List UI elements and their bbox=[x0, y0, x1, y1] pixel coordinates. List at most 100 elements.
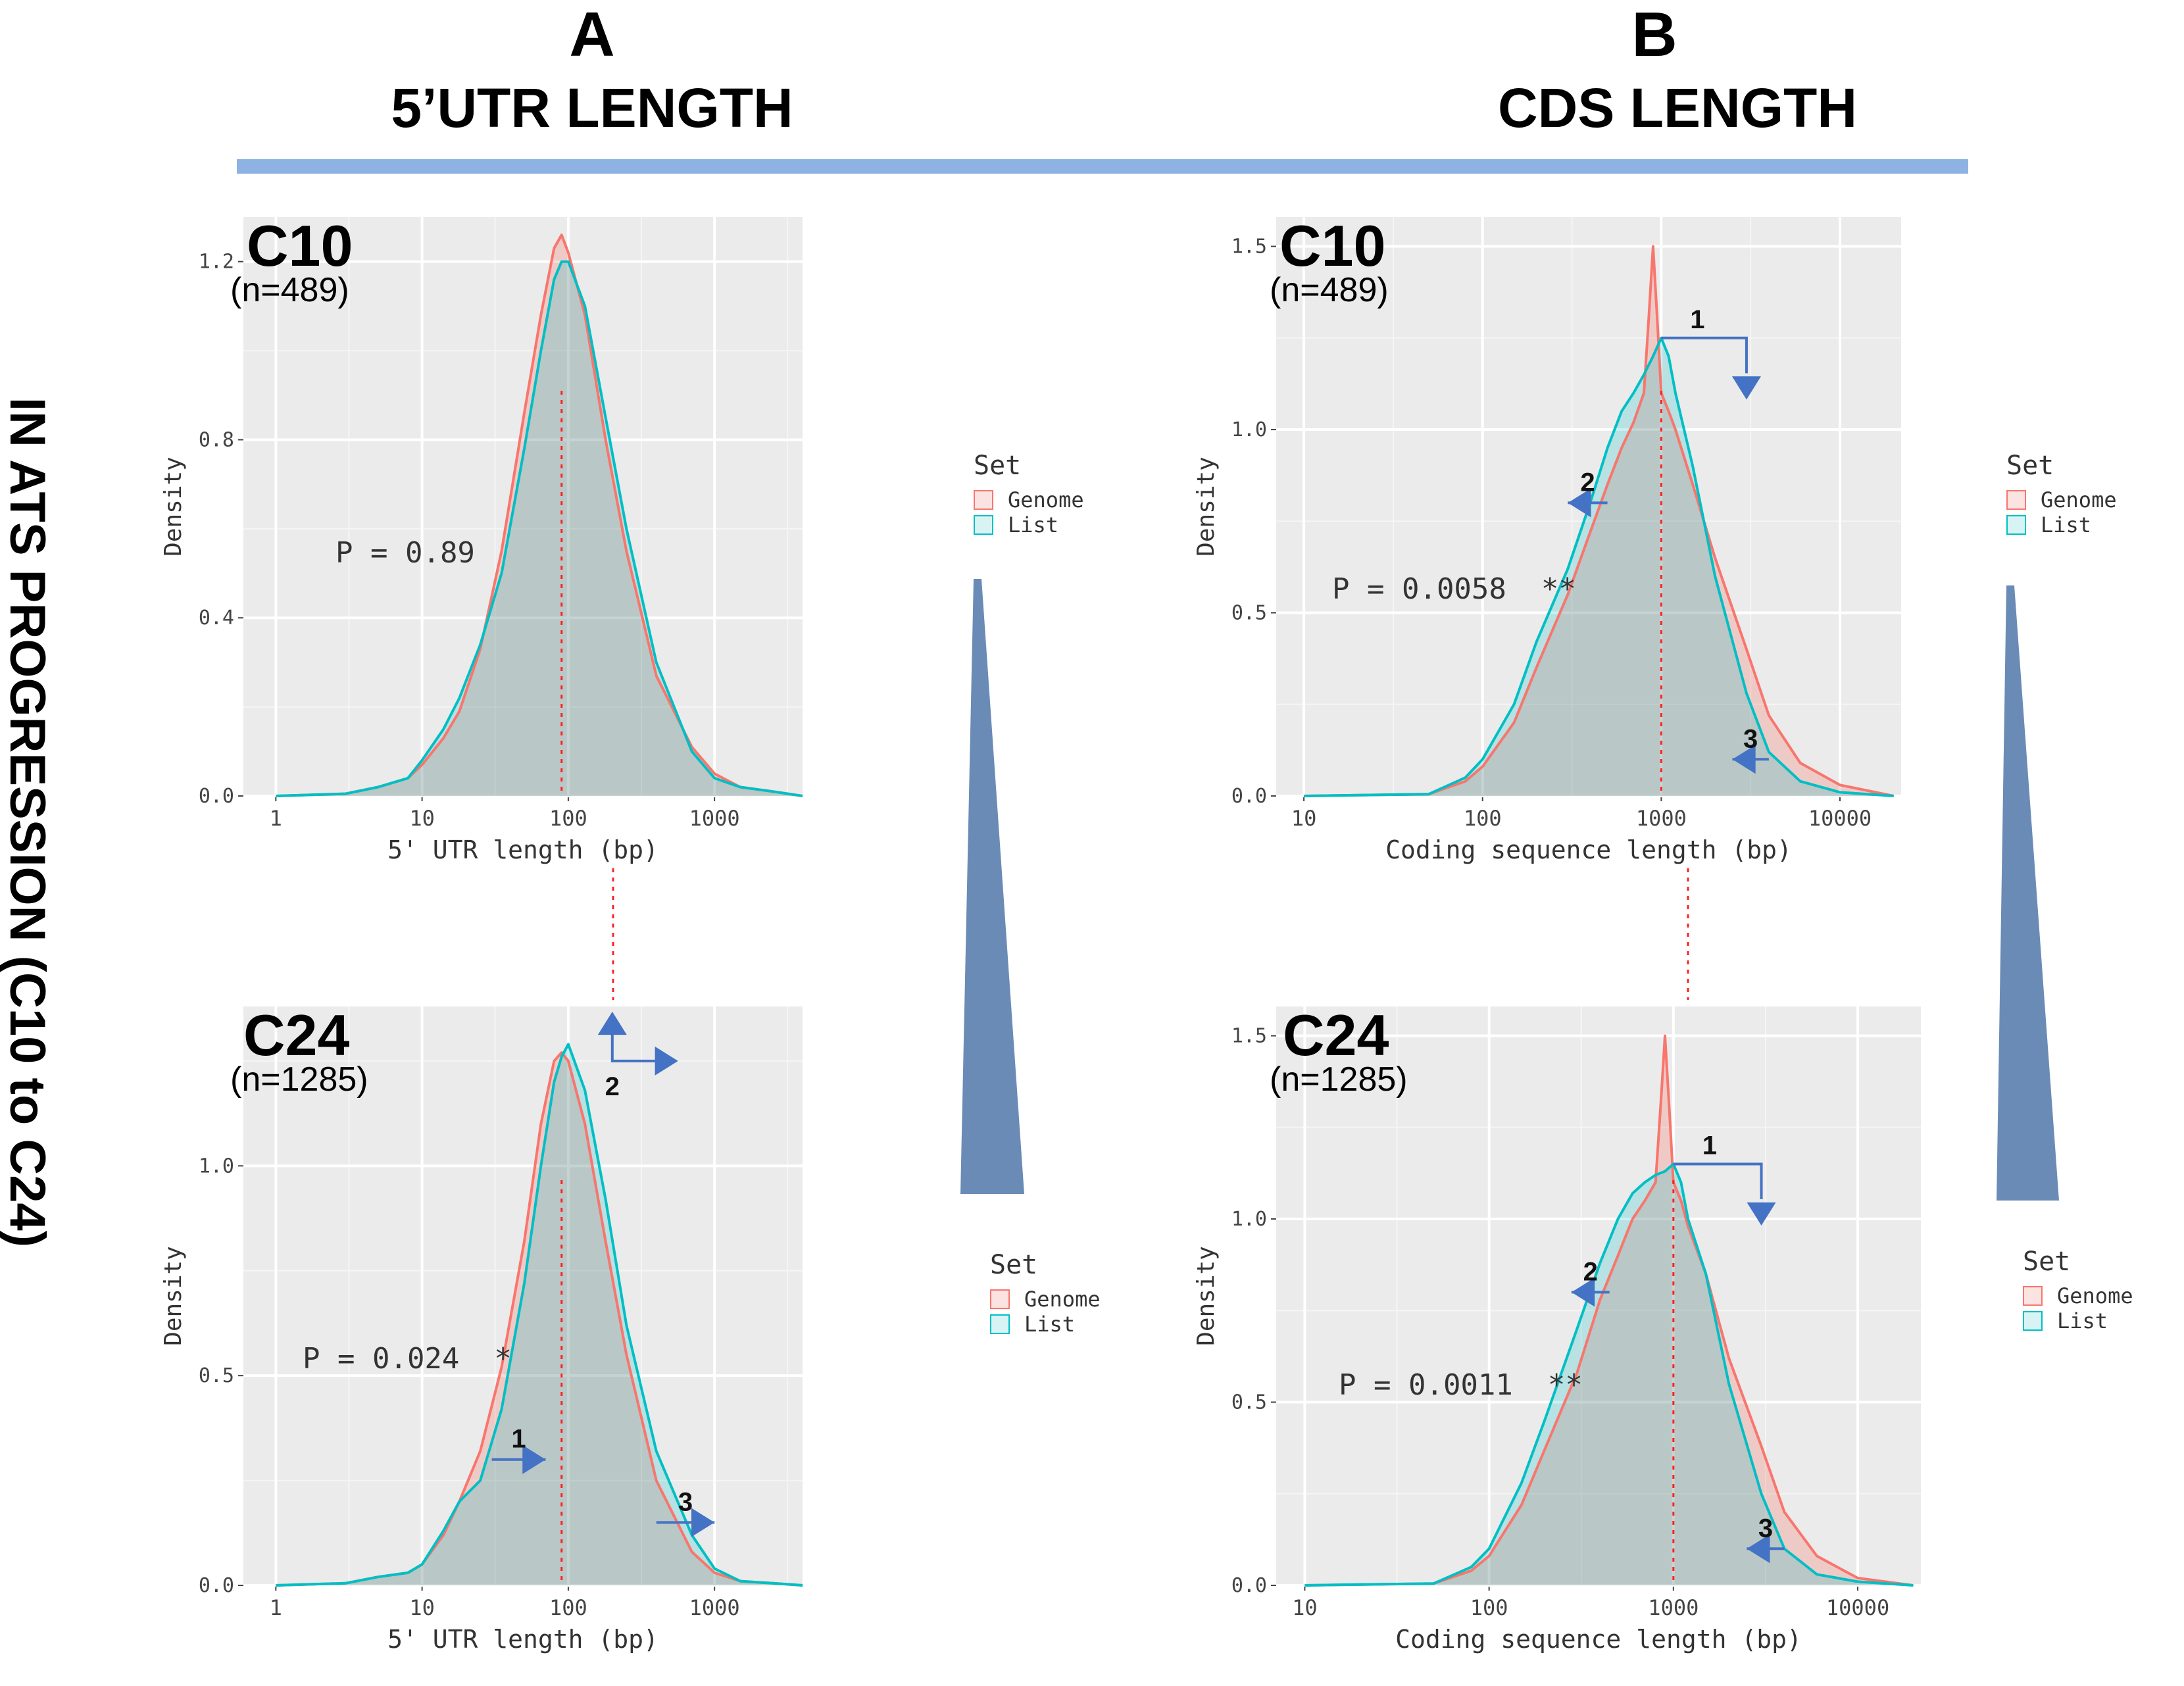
x-tick-label: 100 bbox=[1464, 806, 1502, 831]
legend-item-genome: Genome bbox=[974, 487, 1084, 512]
legend-key-genome bbox=[2023, 1286, 2043, 1306]
y-tick-label: 1.0 bbox=[199, 1154, 234, 1178]
legend-key-list bbox=[2023, 1311, 2043, 1331]
legend-item-genome: Genome bbox=[990, 1287, 1101, 1312]
vertical-axis-title: IN ATS PROGRESSION (C10 to C24) bbox=[0, 397, 55, 1248]
density-line-list bbox=[276, 1043, 803, 1587]
arrow-shaft bbox=[1661, 336, 1748, 374]
legend: Set Genome List bbox=[974, 451, 1084, 537]
density-area-genome bbox=[276, 1053, 803, 1585]
arrow-label: 2 bbox=[1583, 1257, 1598, 1286]
x-axis-label: 5' UTR length (bp) bbox=[387, 1625, 658, 1654]
arrow-head bbox=[1731, 376, 1761, 400]
legend-item-genome: Genome bbox=[2006, 487, 2117, 512]
x-tick-label: 1000 bbox=[1648, 1595, 1699, 1620]
arrow-head bbox=[1732, 745, 1756, 774]
x-tick-label: 10000 bbox=[1826, 1595, 1889, 1620]
arrow-head bbox=[1571, 1277, 1595, 1307]
y-tick-label: 0.5 bbox=[199, 1364, 234, 1387]
y-tick-label: 1.0 bbox=[1231, 1208, 1267, 1231]
legend-label-genome: Genome bbox=[2041, 487, 2117, 512]
arrow-head bbox=[1747, 1202, 1776, 1226]
x-tick-label: 10 bbox=[1292, 1595, 1318, 1620]
x-tick-label: 100 bbox=[549, 806, 587, 831]
x-tick-label: 1000 bbox=[689, 1595, 740, 1620]
header-divider bbox=[237, 159, 1968, 174]
plot-background bbox=[243, 217, 803, 796]
density-area-list bbox=[276, 1044, 803, 1585]
legend-item-list: List bbox=[2006, 512, 2117, 537]
density-area-list bbox=[276, 261, 803, 796]
legend-label-list: List bbox=[1008, 512, 1059, 537]
density-line-genome bbox=[1304, 245, 1895, 797]
legend-item-list: List bbox=[974, 512, 1084, 537]
density-area-list bbox=[1304, 1164, 1914, 1585]
arrow-label: 1 bbox=[1702, 1131, 1717, 1160]
y-tick-label: 0.8 bbox=[199, 428, 234, 451]
legend-key-genome bbox=[974, 490, 993, 510]
header-letter-a: A bbox=[569, 0, 615, 70]
panel-utr-c24: 1 10 100 1000 0.0 0.5 1.0 5' UTR length (bp) Den… bbox=[145, 993, 1101, 1671]
arrow-head bbox=[522, 1445, 546, 1474]
density-area-genome bbox=[276, 235, 803, 797]
p-value-annotation: P = 0.024 * bbox=[303, 1342, 512, 1376]
legend-item-genome: Genome bbox=[2023, 1283, 2133, 1308]
density-line-genome bbox=[1304, 1034, 1914, 1587]
panel-utr-c10: 1 10 100 1000 0.0 0.4 0.8 1.2 5' UTR length (bp)… bbox=[145, 204, 1084, 868]
legend-label-list: List bbox=[2041, 512, 2092, 537]
y-tick-label: 0.0 bbox=[199, 785, 234, 808]
legend-label-genome: Genome bbox=[1024, 1287, 1101, 1312]
x-tick-label: 1000 bbox=[1636, 806, 1687, 831]
legend-title: Set bbox=[990, 1250, 1038, 1280]
arrow-shaft bbox=[1673, 1162, 1763, 1200]
y-tick-label: 0.5 bbox=[1231, 602, 1267, 625]
legend: Set Genome List bbox=[2023, 1247, 2133, 1333]
arrow-head bbox=[1747, 1534, 1770, 1564]
x-tick-label: 10 bbox=[409, 806, 435, 831]
legend-label-genome: Genome bbox=[1008, 487, 1084, 512]
y-axis-label: Density bbox=[160, 1246, 187, 1346]
arrow-label: 2 bbox=[605, 1072, 620, 1101]
density-area-list bbox=[1304, 337, 1894, 796]
density-area-genome bbox=[1304, 246, 1894, 797]
legend-title: Set bbox=[974, 451, 1022, 481]
density-line-list bbox=[276, 260, 803, 797]
y-axis-label: Density bbox=[160, 457, 187, 557]
trend-wedge-left bbox=[960, 579, 1024, 1194]
panel-title: C24 bbox=[243, 1003, 350, 1068]
arrow-label: 1 bbox=[511, 1425, 526, 1454]
arrow-label: 3 bbox=[1743, 724, 1758, 753]
legend: Set Genome List bbox=[2006, 451, 2117, 537]
panel-sample-size: (n=489) bbox=[1270, 271, 1389, 309]
x-tick-label: 10 bbox=[1291, 806, 1317, 831]
legend-title: Set bbox=[2006, 451, 2054, 481]
legend-item-list: List bbox=[2023, 1308, 2133, 1333]
legend: Set Genome List bbox=[990, 1250, 1101, 1337]
y-tick-label: 0.4 bbox=[199, 607, 234, 630]
density-line-list bbox=[1304, 1162, 1914, 1587]
panel-sample-size: (n=1285) bbox=[230, 1060, 368, 1099]
arrow-shaft bbox=[610, 1028, 662, 1062]
p-value-annotation: P = 0.89 bbox=[335, 536, 475, 570]
x-tick-label: 1 bbox=[270, 1595, 282, 1620]
y-tick-label: 1.5 bbox=[1231, 236, 1267, 259]
y-tick-label: 0.5 bbox=[1231, 1391, 1267, 1414]
x-tick-label: 1000 bbox=[689, 806, 740, 831]
legend-key-list bbox=[974, 515, 993, 535]
y-tick-label: 1.0 bbox=[1231, 418, 1267, 441]
x-tick-label: 10 bbox=[409, 1595, 435, 1620]
panel-sample-size: (n=489) bbox=[230, 271, 349, 309]
legend-key-list bbox=[2006, 515, 2026, 535]
plot-background bbox=[1276, 1006, 1921, 1585]
y-tick-label: 0.0 bbox=[1231, 1574, 1267, 1597]
x-tick-label: 1 bbox=[270, 806, 282, 831]
x-tick-label: 100 bbox=[549, 1595, 587, 1620]
arrow-label: 1 bbox=[1690, 305, 1704, 334]
arrow-label: 3 bbox=[678, 1487, 693, 1516]
header-letter-b: B bbox=[1631, 0, 1677, 70]
legend-item-list: List bbox=[990, 1312, 1101, 1337]
y-tick-label: 0.0 bbox=[1231, 785, 1267, 808]
legend-key-genome bbox=[2006, 490, 2026, 510]
y-tick-label: 1.2 bbox=[199, 251, 234, 274]
y-tick-label: 0.0 bbox=[199, 1574, 234, 1597]
